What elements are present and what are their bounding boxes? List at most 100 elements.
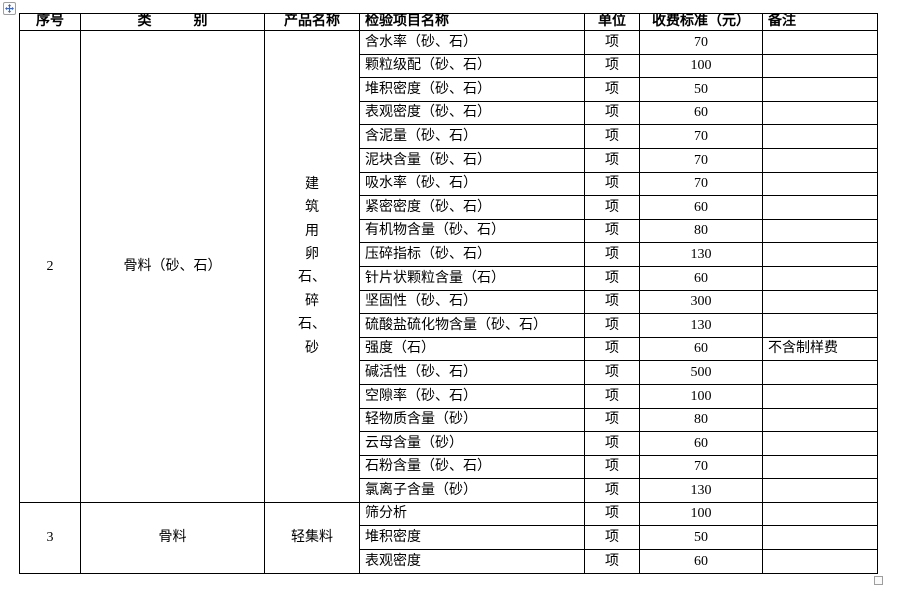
product-name-line: 用 [305, 223, 319, 239]
column-header-fee: 收费标准（元） [639, 13, 763, 31]
cell-unit: 项 [584, 289, 640, 315]
cell-note [762, 431, 878, 456]
table-row: 碱活性（砂、石）项 500 [20, 360, 878, 385]
cell-note [762, 171, 878, 197]
column-header-item: 检验项目名称 [359, 13, 585, 31]
cell-fee: 60 [639, 336, 763, 362]
cell-item-name: 有机物含量（砂、石） [359, 218, 585, 244]
table-row: 颗粒级配（砂、石）项 100 [20, 53, 878, 79]
cell-item-name: 氯离子含量（砂） [359, 478, 585, 503]
cell-unit: 项 [584, 147, 640, 173]
cell-note [762, 525, 878, 551]
cell-unit: 项 [584, 454, 640, 480]
product-name-line: 卵 [305, 247, 319, 263]
product-name-line: 碎 [305, 293, 319, 309]
product-name-line: 建 [305, 176, 319, 192]
cell-unit: 项 [584, 549, 640, 574]
cell-product-name: 建筑用卵石、碎石、砂 [264, 30, 360, 503]
cell-fee: 130 [639, 478, 763, 503]
cell-note [762, 242, 878, 267]
table-row: 轻物质含量（砂）项 80 [20, 407, 878, 433]
cell-note [762, 313, 878, 338]
cell-item-name: 针片状颗粒含量（石） [359, 265, 585, 291]
cell-unit: 项 [584, 242, 640, 267]
table-row: 空隙率（砂、石）项 100 [20, 383, 878, 409]
cell-fee: 100 [639, 53, 763, 79]
cell-item-name: 堆积密度（砂、石） [359, 77, 585, 102]
cell-fee: 60 [639, 549, 763, 574]
table-row: 强度（石）项 60 不含制样费 [20, 336, 878, 362]
cell-item-name: 吸水率（砂、石） [359, 171, 585, 197]
cell-fee: 80 [639, 218, 763, 244]
cell-fee: 70 [639, 147, 763, 173]
cell-item-name: 筛分析 [359, 501, 585, 527]
cell-note [762, 124, 878, 149]
cell-note [762, 53, 878, 79]
table-row: 针片状颗粒含量（石）项 60 [20, 265, 878, 291]
column-header-serial: 序号 [19, 13, 81, 31]
header-row: 序号 类 别 产品名称 检验项目名称 单位 收费标准（元） 备注 [19, 13, 878, 31]
cell-note [762, 383, 878, 409]
cell-note [762, 478, 878, 503]
cell-unit: 项 [584, 265, 640, 291]
cell-unit: 项 [584, 407, 640, 433]
cell-fee: 100 [639, 383, 763, 409]
fee-schedule-table: 序号 类 别 产品名称 检验项目名称 单位 收费标准（元） 备注 2 骨料（砂、石… [19, 13, 878, 574]
cell-note: 不含制样费 [762, 336, 878, 362]
cell-note [762, 218, 878, 244]
cell-unit: 项 [584, 313, 640, 338]
column-header-unit: 单位 [584, 13, 640, 31]
cell-fee: 300 [639, 289, 763, 315]
cell-fee: 130 [639, 242, 763, 267]
cell-item-name: 碱活性（砂、石） [359, 360, 585, 385]
cell-fee: 70 [639, 171, 763, 197]
four-way-arrow-icon [5, 4, 14, 13]
cell-fee: 50 [639, 525, 763, 551]
cell-fee: 60 [639, 431, 763, 456]
cell-unit: 项 [584, 478, 640, 503]
product-name-line: 砂 [305, 340, 319, 356]
table-row: 氯离子含量（砂）项 130 [20, 478, 878, 503]
cell-item-name: 含水率（砂、石） [359, 30, 585, 55]
cell-fee: 60 [639, 195, 763, 220]
table-row: 表观密度项 60 [20, 549, 878, 574]
cell-item-name: 坚固性（砂、石） [359, 289, 585, 315]
table-row: 云母含量（砂）项 60 [20, 431, 878, 456]
cell-note [762, 195, 878, 220]
table-row: 泥块含量（砂、石）项 70 [20, 147, 878, 173]
cell-unit: 项 [584, 218, 640, 244]
table-row: 含泥量（砂、石）项 70 [20, 124, 878, 149]
cell-unit: 项 [584, 124, 640, 149]
cell-fee: 70 [639, 30, 763, 55]
cell-unit: 项 [584, 30, 640, 55]
cell-fee: 60 [639, 265, 763, 291]
table-row: 硫酸盐硫化物含量（砂、石）项 130 [20, 313, 878, 338]
cell-fee: 100 [639, 501, 763, 527]
cell-category: 骨料 [80, 501, 265, 574]
cell-unit: 项 [584, 53, 640, 79]
cell-item-name: 表观密度（砂、石） [359, 100, 585, 126]
table-move-handle[interactable] [3, 2, 16, 15]
cell-note [762, 407, 878, 433]
product-name-line: 筑 [305, 200, 319, 216]
table-row: 2 骨料（砂、石）建筑用卵石、碎石、砂含水率（砂、石）项 70 [19, 30, 878, 503]
product-name-line: 石、 [298, 270, 326, 286]
table-row: 表观密度（砂、石）项 60 [20, 100, 878, 126]
product-name-line: 轻集料 [291, 530, 333, 546]
cell-unit: 项 [584, 171, 640, 197]
cell-unit: 项 [584, 100, 640, 126]
cell-item-name: 石粉含量（砂、石） [359, 454, 585, 480]
cell-note [762, 100, 878, 126]
table-row: 3 骨料 轻集料 筛分析项 100 [19, 501, 878, 574]
cell-note [762, 289, 878, 315]
cell-unit: 项 [584, 360, 640, 385]
cell-note [762, 265, 878, 291]
column-header-note: 备注 [762, 13, 878, 31]
cell-fee: 60 [639, 100, 763, 126]
table-resize-handle[interactable] [874, 576, 883, 585]
cell-note [762, 147, 878, 173]
cell-category: 骨料（砂、石） [80, 30, 265, 503]
cell-fee: 500 [639, 360, 763, 385]
cell-serial: 2 [19, 30, 81, 503]
table-row: 压碎指标（砂、石）项 130 [20, 242, 878, 267]
